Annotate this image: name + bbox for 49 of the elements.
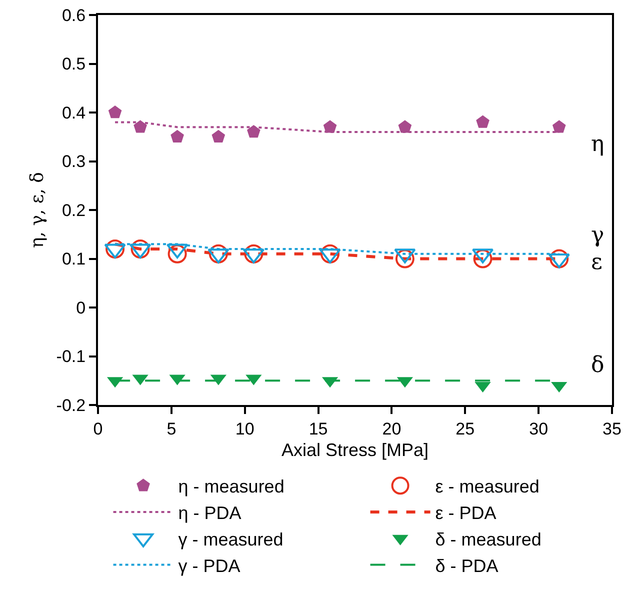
point xyxy=(106,240,125,258)
annotation: γ xyxy=(591,223,604,248)
annotation: η xyxy=(591,132,604,157)
annotation: ε xyxy=(591,250,602,275)
x-tick-label: 5 xyxy=(166,419,176,438)
point xyxy=(552,120,566,133)
point xyxy=(247,125,260,138)
point xyxy=(398,120,412,133)
point xyxy=(208,244,228,264)
point xyxy=(476,115,490,128)
point xyxy=(320,244,340,264)
x-tick-label: 20 xyxy=(382,419,402,438)
x-tick-label: 30 xyxy=(529,419,548,438)
legend-label: η - measured xyxy=(178,476,284,497)
y-tick-label: 0.3 xyxy=(62,152,86,172)
point xyxy=(212,130,226,143)
x-tick-label: 10 xyxy=(235,419,254,438)
y-axis-title: η, γ, ε, δ xyxy=(27,172,48,248)
legend-label: γ - measured xyxy=(178,529,284,550)
y-tick-label: 0.4 xyxy=(62,103,86,122)
point xyxy=(170,130,184,143)
point xyxy=(130,240,150,258)
legend-label: δ - measured xyxy=(435,529,542,550)
point xyxy=(550,249,569,268)
x-tick-label: 15 xyxy=(308,419,328,438)
y-tick-label: 0.2 xyxy=(62,200,86,220)
legend-label: γ - PDA xyxy=(178,556,240,576)
point xyxy=(134,120,147,133)
legend-label: η - PDA xyxy=(178,503,242,524)
y-tick-label: 0 xyxy=(76,298,86,318)
point xyxy=(473,249,492,268)
y-tick-label: 0.6 xyxy=(62,6,86,25)
y-tick-label: 0.5 xyxy=(62,54,86,74)
y-tick-label: -0.2 xyxy=(56,396,86,415)
x-tick-label: 0 xyxy=(93,419,103,438)
legend-label: δ - PDA xyxy=(435,556,498,576)
point xyxy=(244,244,264,264)
y-tick-label: 0.1 xyxy=(62,250,86,269)
point xyxy=(395,249,414,268)
point xyxy=(168,244,187,264)
point xyxy=(323,120,337,133)
x-tick-label: 25 xyxy=(456,419,475,438)
x-axis-title: Axial Stress [MPa] xyxy=(281,440,429,460)
y-tick-label: -0.1 xyxy=(56,347,86,366)
annotation: δ xyxy=(591,353,604,378)
legend-label: ε - PDA xyxy=(435,503,496,524)
point xyxy=(108,106,122,118)
x-tick-label: 35 xyxy=(602,419,622,438)
legend-label: ε - measured xyxy=(435,476,540,497)
